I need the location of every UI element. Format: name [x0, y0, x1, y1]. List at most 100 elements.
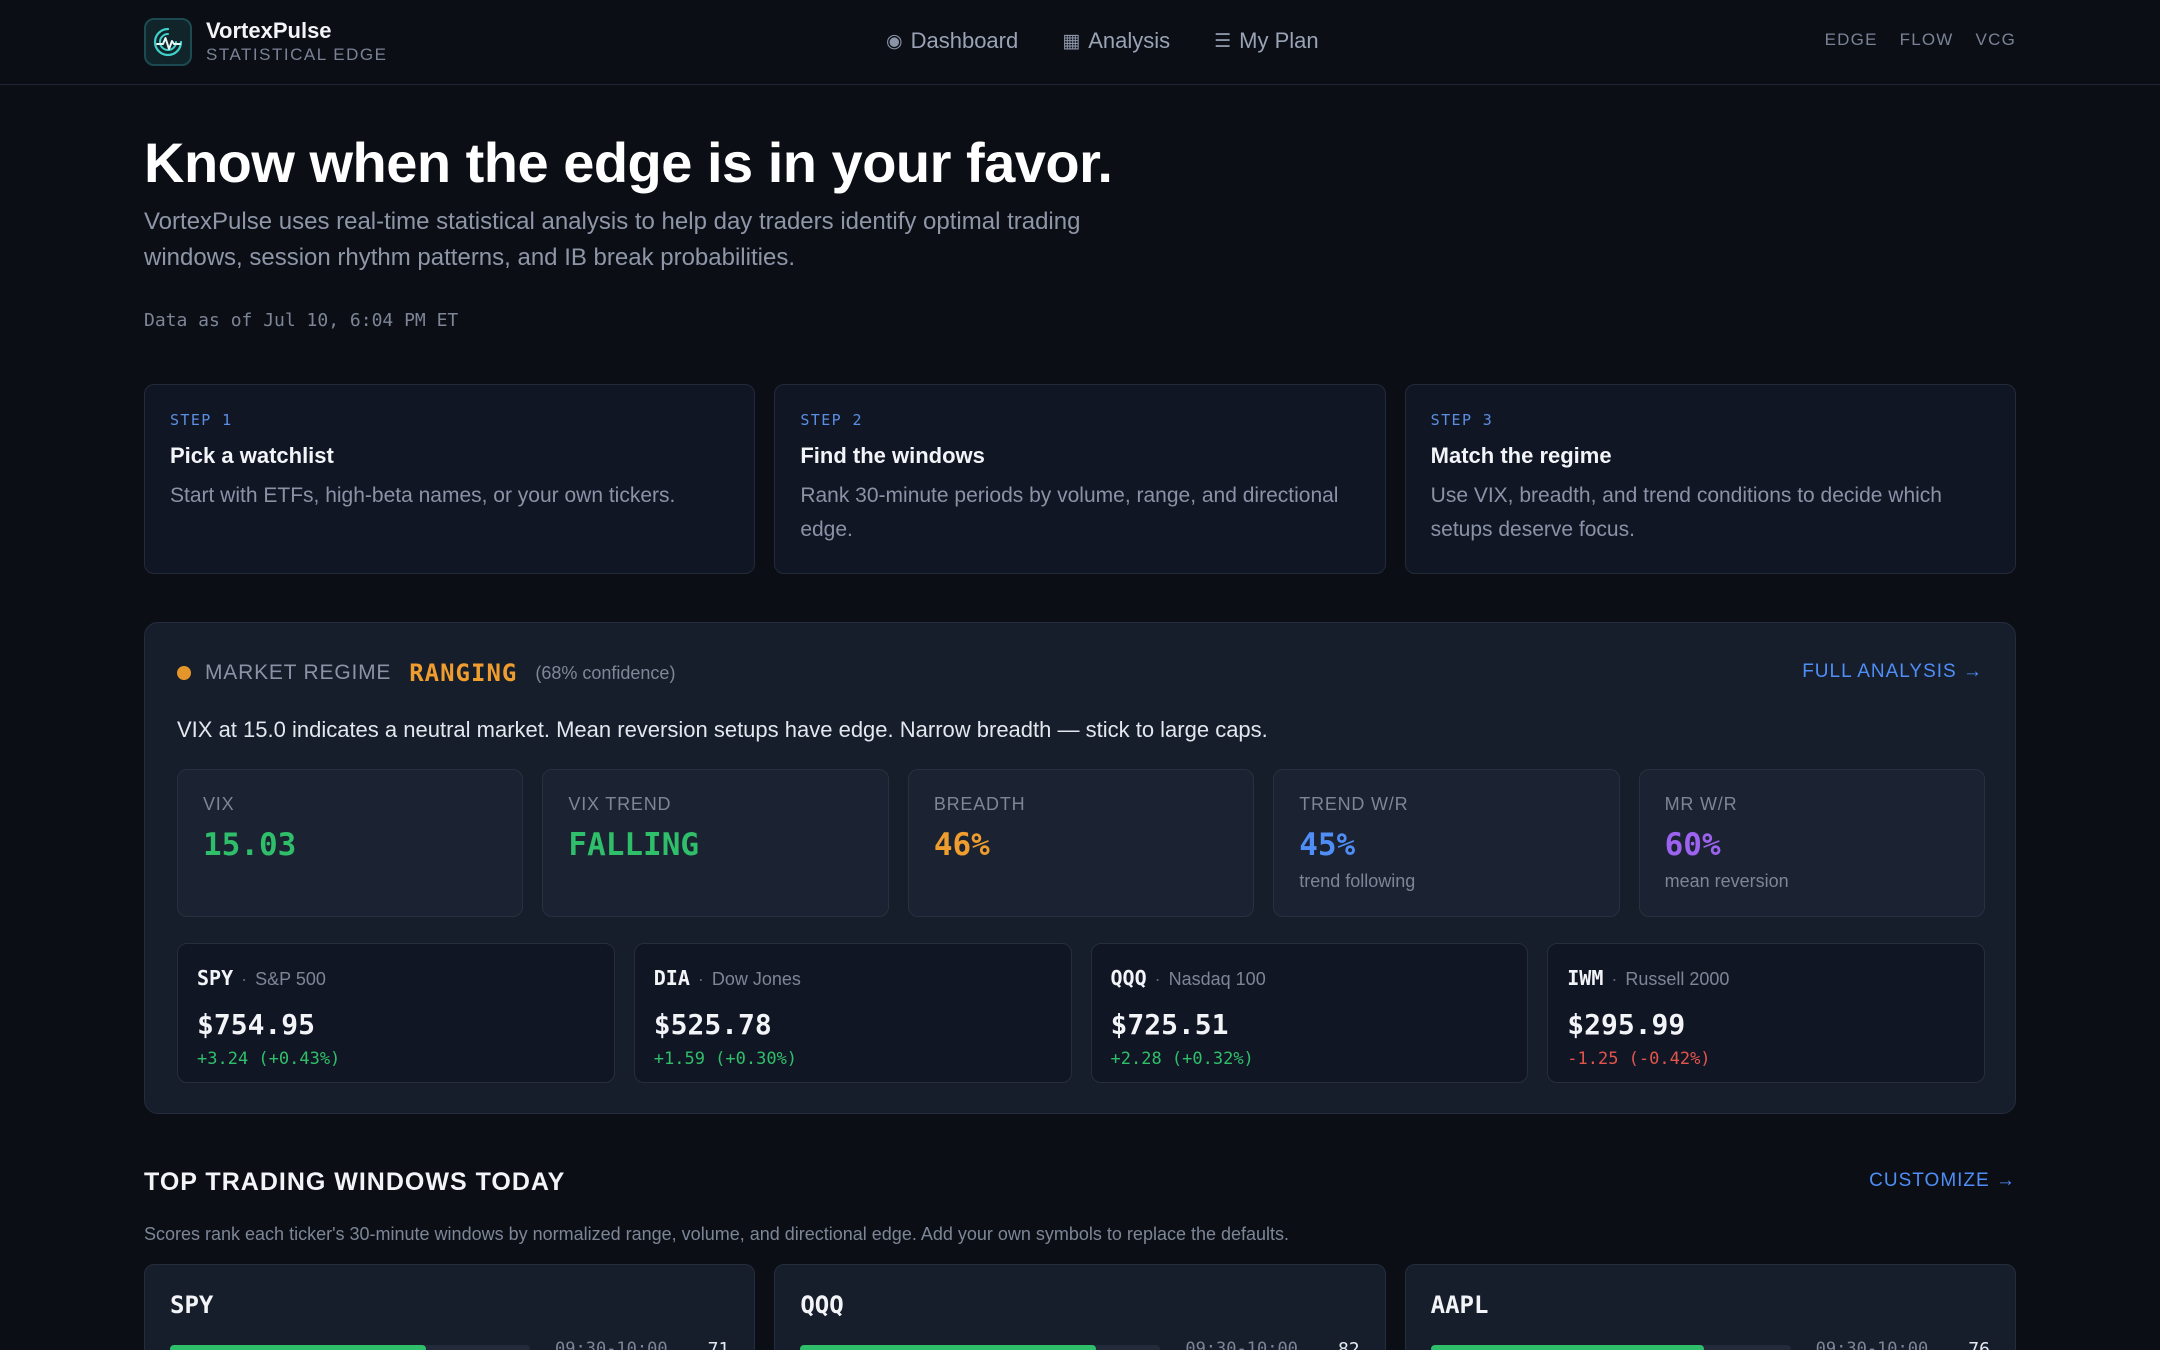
ticker-card-spy[interactable]: SPY · S&P 500 $754.95 +3.24 (+0.43%)	[177, 943, 615, 1083]
nav-analysis-label: Analysis	[1088, 28, 1171, 53]
stat-label: TREND W/R	[1299, 794, 1409, 814]
ticker-symbol: IWM	[1567, 966, 1604, 990]
score-bar	[170, 1345, 426, 1350]
ticker-name: Nasdaq 100	[1168, 969, 1266, 989]
ticker-card-iwm[interactable]: IWM · Russell 2000 $295.99 -1.25 (-0.42%…	[1547, 943, 1985, 1083]
ticker-price: $525.78	[653, 1008, 772, 1041]
window-time: 09:30-10:00	[1185, 1339, 1298, 1350]
customize-link[interactable]: CUSTOMIZE →	[1869, 1170, 2016, 1191]
nav-dashboard-label: Dashboard	[910, 28, 1019, 53]
step-card-3: STEP 3 Match the regime Use VIX, breadth…	[1404, 384, 2016, 574]
score-bar-track	[170, 1345, 530, 1350]
grid-chart-icon: ▦	[1062, 30, 1081, 52]
stat-label: VIX TREND	[568, 794, 672, 814]
window-card-qqq[interactable]: QQQ 09:30-10:00 82	[774, 1264, 1386, 1350]
step-title: Find the windows	[800, 443, 985, 468]
regime-header: MARKET REGIME RANGING (68% confidence)	[177, 659, 675, 687]
score-bar	[1430, 1345, 1705, 1350]
score-bar-track	[1430, 1345, 1791, 1350]
ticker-symbol: DIA	[653, 966, 690, 990]
separator-dot: ·	[1154, 969, 1161, 989]
step-label: STEP 1	[170, 411, 233, 429]
step-description: Rank 30-minute periods by volume, range,…	[800, 484, 1339, 541]
nav-dashboard[interactable]: ◉ Dashboard	[886, 28, 1018, 54]
market-regime-panel: MARKET REGIME RANGING (68% confidence) F…	[144, 622, 2016, 1114]
main-nav: ◉ Dashboard ▦ Analysis ☰ My Plan	[886, 28, 1319, 54]
stat-label: MR W/R	[1664, 794, 1738, 814]
regime-confidence: (68% confidence)	[535, 662, 676, 683]
step-title: Pick a watchlist	[170, 443, 334, 468]
top-windows-description: Scores rank each ticker's 30-minute wind…	[144, 1224, 1290, 1244]
regime-note: VIX at 15.0 indicates a neutral market. …	[177, 717, 1268, 742]
window-score: 82	[1337, 1339, 1360, 1350]
step-label: STEP 3	[1430, 411, 1494, 429]
tag-edge[interactable]: EDGE	[1824, 30, 1878, 49]
stat-trend-win-rate: TREND W/R 45% trend following	[1273, 769, 1620, 917]
step-label: STEP 2	[800, 411, 863, 429]
stat-subtitle: trend following	[1299, 871, 1416, 891]
ticker-card-dia[interactable]: DIA · Dow Jones $525.78 +1.59 (+0.30%)	[633, 943, 1072, 1083]
brand-tagline: STATISTICAL EDGE	[206, 45, 388, 64]
window-card-spy[interactable]: SPY 09:30-10:00 71	[144, 1264, 756, 1350]
window-score: 76	[1968, 1339, 1990, 1350]
nav-my-plan[interactable]: ☰ My Plan	[1214, 28, 1319, 54]
index-tickers: SPY · S&P 500 $754.95 +3.24 (+0.43%) DIA…	[177, 943, 1985, 1083]
stat-label: BREADTH	[933, 794, 1026, 814]
stat-value: 15.03	[203, 827, 297, 863]
window-card-aapl[interactable]: AAPL 09:30-10:00 76	[1404, 1264, 2016, 1350]
stat-breadth: BREADTH 46%	[907, 769, 1255, 917]
ticker-change: +1.59 (+0.30%)	[653, 1049, 798, 1069]
regime-state: RANGING	[409, 659, 518, 687]
brand-name: VortexPulse	[206, 18, 332, 43]
step-description: Use VIX, breadth, and trend conditions t…	[1430, 484, 1942, 541]
score-bar-track	[800, 1345, 1161, 1350]
stat-vix-trend: VIX TREND FALLING	[542, 769, 889, 917]
step-description: Start with ETFs, high-beta names, or you…	[170, 484, 676, 507]
stat-value: 45%	[1299, 827, 1356, 863]
window-symbol: AAPL	[1430, 1291, 1489, 1319]
step-title: Match the regime	[1430, 443, 1612, 468]
stat-vix: VIX 15.03	[177, 769, 524, 917]
tag-flow[interactable]: FLOW	[1899, 30, 1954, 49]
step-card-1: STEP 1 Pick a watchlist Start with ETFs,…	[144, 384, 756, 574]
steps-row: STEP 1 Pick a watchlist Start with ETFs,…	[144, 384, 2016, 574]
ticker-price: $725.51	[1110, 1008, 1229, 1041]
stat-value: 60%	[1664, 827, 1721, 863]
top-windows-title: TOP TRADING WINDOWS TODAY	[144, 1168, 566, 1196]
ticker-price: $295.99	[1567, 1008, 1686, 1041]
ticker-change: -1.25 (-0.42%)	[1567, 1049, 1711, 1069]
ticker-change: +2.28 (+0.32%)	[1110, 1049, 1254, 1069]
stat-value: 46%	[933, 827, 990, 863]
window-time: 09:30-10:00	[1815, 1339, 1929, 1350]
window-symbol: QQQ	[800, 1291, 844, 1319]
hero-description: VortexPulse uses real-time statistical a…	[144, 208, 1081, 271]
top-bar: VortexPulse STATISTICAL EDGE ◉ Dashboard…	[0, 0, 2160, 85]
stat-value: FALLING	[568, 827, 700, 863]
nav-analysis[interactable]: ▦ Analysis	[1062, 28, 1170, 54]
stat-mr-win-rate: MR W/R 60% mean reversion	[1638, 769, 1986, 917]
ticker-price: $754.95	[197, 1008, 316, 1041]
window-score: 71	[707, 1339, 730, 1350]
stat-subtitle: mean reversion	[1664, 871, 1789, 891]
window-time: 09:30-10:00	[555, 1339, 668, 1350]
tag-vcg[interactable]: VCG	[1975, 30, 2016, 49]
separator-dot: ·	[697, 969, 704, 989]
pulse-wave-icon	[144, 18, 192, 66]
full-analysis-link[interactable]: FULL ANALYSIS →	[1802, 661, 1983, 682]
ticker-name: Dow Jones	[711, 969, 801, 989]
ticker-card-qqq[interactable]: QQQ · Nasdaq 100 $725.51 +2.28 (+0.32%)	[1090, 943, 1529, 1083]
regime-status-dot-icon	[177, 666, 191, 680]
brand[interactable]: VortexPulse STATISTICAL EDGE	[144, 18, 387, 66]
ticker-change: +3.24 (+0.43%)	[197, 1049, 341, 1069]
radio-dot-icon: ◉	[886, 30, 903, 52]
stat-label: VIX	[203, 794, 235, 814]
separator-dot: ·	[1611, 969, 1618, 989]
regime-label: MARKET REGIME	[205, 661, 392, 684]
ticker-name: S&P 500	[255, 969, 326, 989]
ticker-name: Russell 2000	[1625, 969, 1730, 989]
ticker-symbol: QQQ	[1110, 966, 1147, 990]
ticker-symbol: SPY	[197, 966, 234, 990]
window-symbol: SPY	[170, 1291, 214, 1319]
step-card-2: STEP 2 Find the windows Rank 30-minute p…	[774, 384, 1386, 574]
score-bar	[800, 1345, 1096, 1350]
